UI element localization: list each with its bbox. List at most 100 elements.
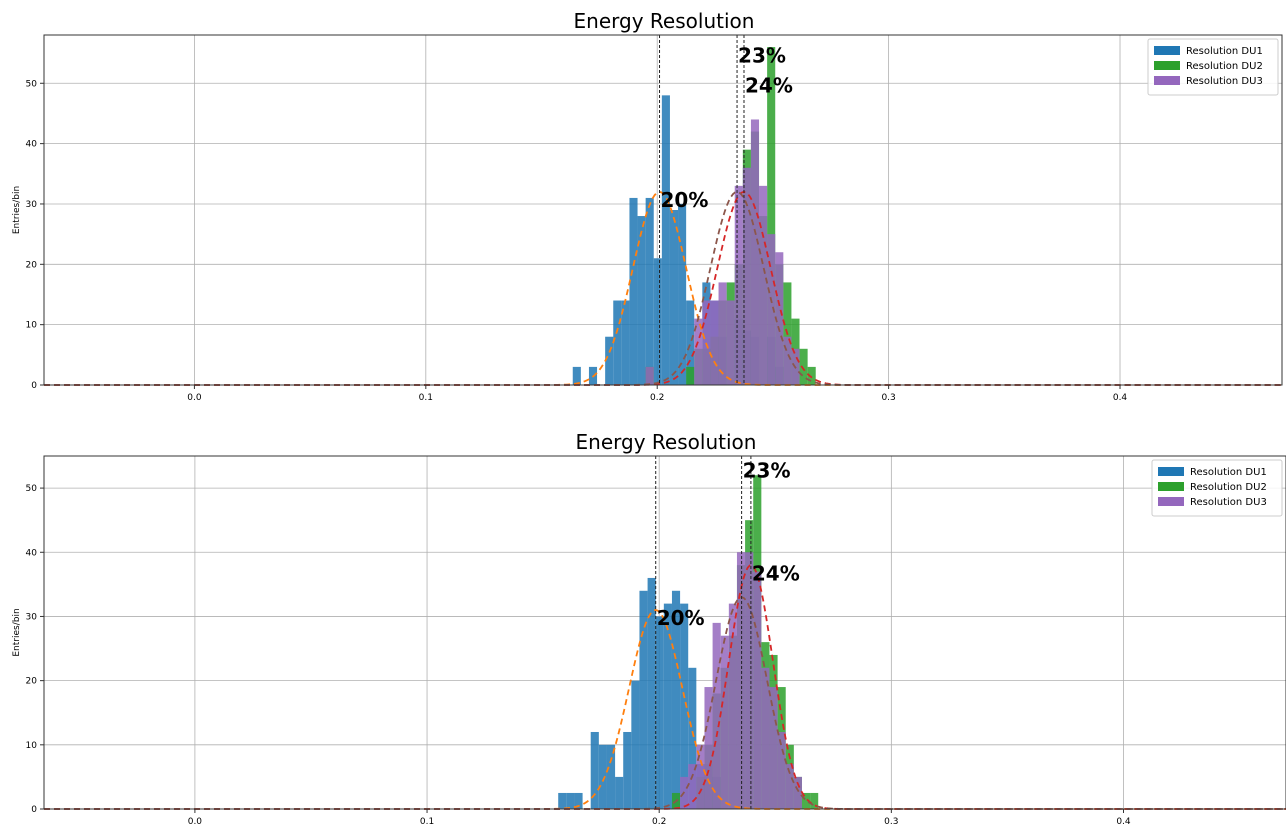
histogram-bar (574, 792, 583, 809)
peak-annotation: 23% (738, 43, 786, 67)
histogram-bar (734, 185, 743, 385)
histogram-bar (777, 731, 786, 809)
legend-swatch (1154, 61, 1180, 70)
histogram-bar (680, 603, 689, 809)
legend-label: Resolution DU3 (1190, 497, 1267, 508)
y-tick-label: 40 (26, 548, 38, 558)
y-tick-label: 30 (26, 612, 38, 622)
legend-label: Resolution DU1 (1186, 46, 1263, 57)
histogram-bar (639, 590, 648, 809)
histogram-bar (720, 635, 729, 809)
histogram-bar (704, 687, 713, 809)
histogram-bar (793, 776, 802, 809)
histogram-bar (736, 552, 746, 809)
axes-frame (43, 455, 1286, 810)
histogram-bar (645, 197, 654, 385)
histogram-bar (696, 744, 705, 809)
histogram-bar (566, 792, 575, 809)
histogram-bar (769, 687, 778, 809)
axes-frame (43, 34, 1283, 386)
y-axis-label: Entries/bin (12, 608, 22, 656)
chart-title: Energy Resolution (576, 430, 757, 454)
y-tick-label: 10 (26, 741, 38, 751)
histogram-bar (807, 366, 816, 385)
histogram-bar (759, 185, 768, 385)
histogram-bar (718, 282, 727, 385)
x-tick-label: 0.2 (650, 393, 664, 403)
histogram-bar (726, 300, 735, 385)
y-tick-label: 20 (26, 260, 38, 270)
histogram-bar (663, 603, 672, 809)
x-tick-label: 0.0 (188, 817, 203, 827)
histogram-bar (767, 47, 776, 385)
peak-annotation: 20% (661, 188, 709, 212)
histogram-bar (621, 300, 630, 385)
histogram-bar (750, 119, 760, 385)
histogram-bar (710, 300, 719, 385)
histogram-bar (631, 680, 640, 809)
x-tick-label: 0.3 (884, 817, 898, 827)
histogram-bar (647, 577, 656, 809)
chart-bottom: 20% 24% 23% 0.0 0.1 0.2 0.3 0.4 0 10 20 30 40 50 Entri… (12, 430, 1286, 827)
histogram-bar (688, 764, 697, 809)
histogram-bar (694, 318, 703, 385)
x-tick-label: 0.2 (652, 817, 666, 827)
legend-label: Resolution DU3 (1186, 76, 1263, 87)
histogram-bar (623, 731, 632, 809)
histogram-bar (753, 571, 762, 809)
histogram-bar (605, 336, 614, 385)
chart-title: Energy Resolution (574, 9, 755, 33)
histogram-bar (606, 744, 616, 809)
y-tick-label: 50 (26, 484, 38, 494)
peak-annotation: 24% (752, 561, 800, 585)
histogram-bar (745, 552, 754, 809)
legend-swatch (1158, 497, 1184, 506)
histogram-bar (669, 210, 679, 385)
x-tick-label: 0.1 (419, 393, 433, 403)
legend-swatch (1158, 482, 1184, 491)
y-tick-label: 50 (26, 79, 38, 89)
legend-swatch (1154, 76, 1180, 85)
histogram-bar (629, 197, 638, 385)
histogram-bar (590, 731, 599, 809)
y-tick-label: 20 (26, 677, 38, 687)
y-axis-label: Entries/bin (12, 186, 22, 234)
x-tick-label: 0.4 (1116, 817, 1131, 827)
histogram-bar (767, 234, 776, 385)
legend-label: Resolution DU2 (1190, 482, 1267, 493)
histogram-bar (613, 300, 622, 385)
x-tick-label: 0.3 (881, 393, 895, 403)
histogram-bar (645, 366, 654, 385)
legend-box (1151, 459, 1283, 517)
histogram-bar (558, 792, 567, 809)
x-tick-label: 0.4 (1113, 393, 1128, 403)
histogram-bar (801, 792, 811, 809)
x-tick-label: 0.1 (420, 817, 434, 827)
y-tick-label: 0 (31, 381, 37, 391)
histogram-bar (742, 167, 751, 385)
histogram-bar (655, 616, 664, 809)
y-tick-label: 0 (31, 805, 37, 815)
histogram-bar (671, 590, 681, 809)
histogram-bar (598, 744, 607, 809)
y-tick-label: 10 (26, 321, 38, 331)
histogram-bar (688, 667, 697, 809)
legend-swatch (1154, 46, 1180, 55)
legend-swatch (1158, 467, 1184, 476)
histogram-bar (783, 336, 792, 385)
histogram-bar (775, 252, 784, 385)
legend-label: Resolution DU2 (1186, 61, 1263, 72)
histogram-bar (799, 348, 808, 385)
y-tick-label: 40 (26, 140, 38, 150)
legend-label: Resolution DU1 (1190, 467, 1267, 478)
histogram-bar (615, 776, 624, 809)
histogram-bar (653, 258, 662, 385)
histogram-bar (678, 203, 687, 385)
histogram-bar (686, 300, 695, 385)
legend-box (1147, 38, 1279, 96)
peak-annotation: 24% (745, 73, 793, 97)
x-tick-label: 0.0 (187, 393, 202, 403)
histogram-bar (686, 366, 695, 385)
y-tick-label: 30 (26, 200, 38, 210)
